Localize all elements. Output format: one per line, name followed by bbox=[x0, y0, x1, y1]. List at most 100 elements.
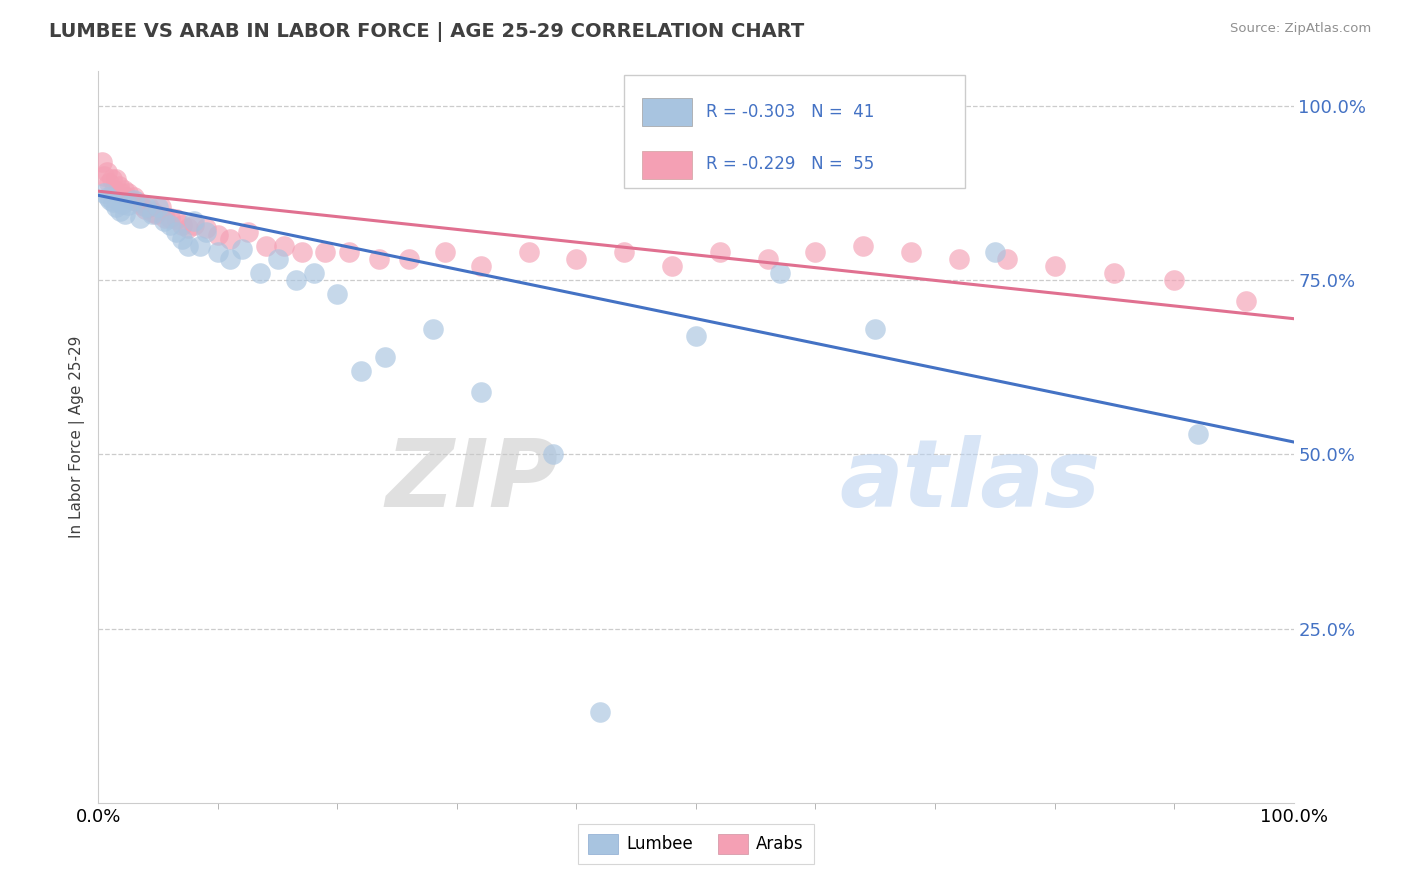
FancyBboxPatch shape bbox=[624, 75, 965, 188]
Point bbox=[852, 238, 875, 252]
Point bbox=[326, 287, 349, 301]
Point bbox=[865, 322, 887, 336]
Point bbox=[188, 238, 211, 252]
Text: R = -0.229   N =  55: R = -0.229 N = 55 bbox=[706, 155, 873, 173]
Point bbox=[93, 169, 115, 183]
Point bbox=[129, 211, 152, 225]
Point bbox=[231, 242, 253, 256]
Legend: Lumbee, Arabs: Lumbee, Arabs bbox=[578, 823, 814, 864]
Point bbox=[108, 203, 131, 218]
Point bbox=[709, 245, 731, 260]
Point bbox=[177, 221, 200, 235]
Text: R = -0.303   N =  41: R = -0.303 N = 41 bbox=[706, 103, 875, 120]
Point bbox=[103, 183, 125, 197]
Point bbox=[115, 190, 138, 204]
Point bbox=[98, 176, 121, 190]
Point bbox=[131, 198, 153, 212]
Point bbox=[589, 705, 612, 719]
Point bbox=[613, 245, 636, 260]
Point bbox=[267, 252, 290, 267]
Point bbox=[254, 238, 277, 252]
Point bbox=[900, 245, 922, 260]
Point bbox=[1163, 273, 1185, 287]
Point bbox=[984, 245, 1007, 260]
Point bbox=[107, 179, 129, 194]
Point bbox=[177, 238, 200, 252]
Point bbox=[110, 186, 132, 201]
Point bbox=[236, 225, 259, 239]
Point bbox=[350, 364, 373, 378]
Point bbox=[207, 245, 229, 260]
Point bbox=[1104, 266, 1126, 280]
Point bbox=[145, 207, 167, 221]
Point bbox=[165, 212, 187, 227]
Point bbox=[398, 252, 420, 267]
Point bbox=[291, 245, 314, 260]
Point bbox=[141, 207, 163, 221]
Point bbox=[541, 448, 564, 462]
Point bbox=[315, 245, 337, 260]
Point bbox=[117, 186, 139, 201]
Point bbox=[368, 252, 391, 267]
Point bbox=[172, 218, 194, 232]
Point bbox=[172, 231, 194, 245]
Point bbox=[96, 165, 118, 179]
Point bbox=[148, 200, 170, 214]
Text: ZIP: ZIP bbox=[385, 435, 558, 527]
Point bbox=[120, 193, 142, 207]
Point bbox=[207, 228, 229, 243]
Point bbox=[302, 266, 325, 280]
Point bbox=[517, 245, 540, 260]
Point bbox=[159, 218, 181, 232]
Point bbox=[138, 200, 160, 214]
Point bbox=[183, 214, 205, 228]
Point bbox=[685, 329, 707, 343]
Point bbox=[134, 202, 156, 217]
Point bbox=[768, 266, 790, 280]
Point bbox=[155, 211, 177, 225]
Point bbox=[219, 231, 242, 245]
Point bbox=[159, 211, 181, 225]
Point bbox=[249, 266, 271, 280]
Point bbox=[141, 205, 163, 219]
Point bbox=[117, 198, 139, 212]
Point bbox=[124, 190, 146, 204]
Point bbox=[470, 260, 492, 274]
Point bbox=[195, 225, 218, 239]
Point bbox=[165, 225, 187, 239]
Point bbox=[105, 172, 128, 186]
Point bbox=[374, 350, 396, 364]
Point bbox=[149, 200, 172, 214]
Point bbox=[948, 252, 970, 267]
Point bbox=[995, 252, 1018, 267]
Bar bbox=[643, 151, 692, 179]
Text: Source: ZipAtlas.com: Source: ZipAtlas.com bbox=[1230, 22, 1371, 36]
Point bbox=[434, 245, 457, 260]
Point bbox=[111, 196, 134, 211]
Point bbox=[100, 172, 122, 186]
Y-axis label: In Labor Force | Age 25-29: In Labor Force | Age 25-29 bbox=[69, 336, 84, 538]
Point bbox=[98, 193, 122, 207]
Point bbox=[804, 245, 827, 260]
Point bbox=[183, 218, 205, 232]
Point bbox=[124, 193, 146, 207]
Point bbox=[114, 207, 136, 221]
Point bbox=[339, 245, 361, 260]
Point bbox=[1187, 426, 1209, 441]
Point bbox=[135, 200, 157, 214]
Text: atlas: atlas bbox=[839, 435, 1101, 527]
Point bbox=[284, 273, 307, 287]
Bar bbox=[643, 98, 692, 127]
Point bbox=[470, 384, 492, 399]
Point bbox=[105, 200, 128, 214]
Point bbox=[93, 186, 115, 201]
Point bbox=[195, 221, 218, 235]
Point bbox=[756, 252, 779, 267]
Point bbox=[97, 190, 120, 204]
Point bbox=[127, 195, 149, 210]
Point bbox=[565, 252, 588, 267]
Point bbox=[112, 183, 135, 197]
Point bbox=[153, 214, 176, 228]
Point bbox=[219, 252, 242, 267]
Point bbox=[661, 260, 683, 274]
